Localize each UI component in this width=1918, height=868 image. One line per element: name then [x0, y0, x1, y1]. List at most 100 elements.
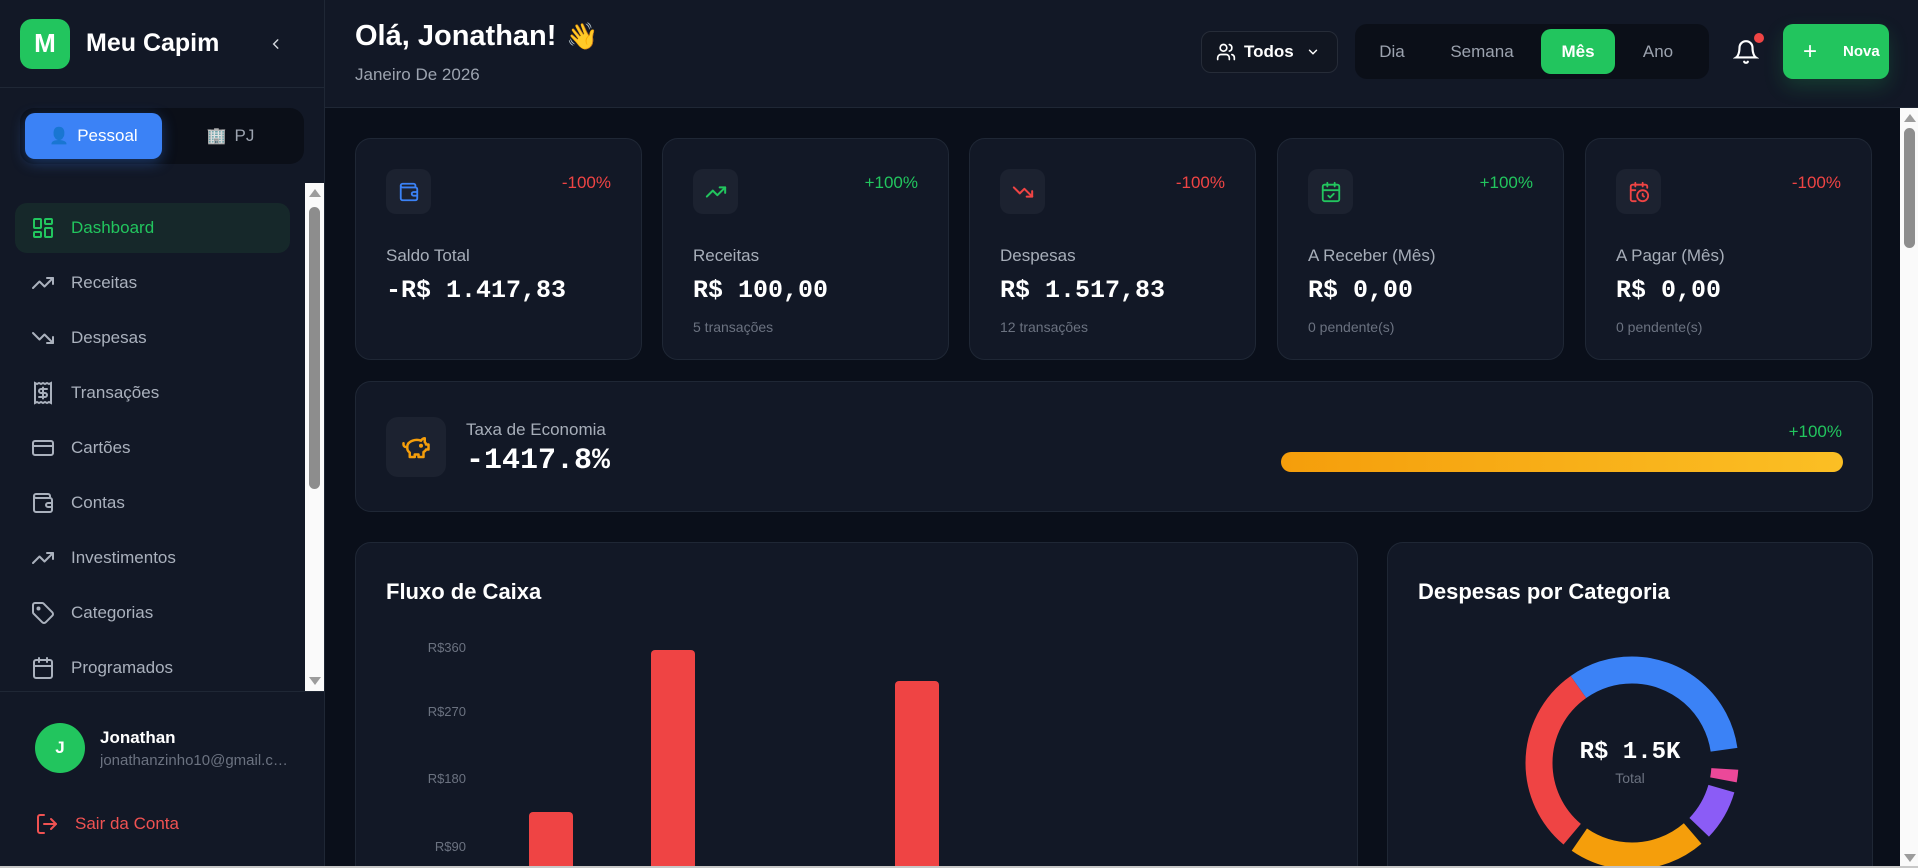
wallet-icon [33, 493, 53, 513]
stat-label: Despesas [1000, 246, 1076, 265]
sidebar-item-cartoes[interactable]: Cartões [15, 423, 290, 473]
stat-value: -R$ 1.417,83 [386, 276, 567, 305]
category-title: Despesas por Categoria [1418, 579, 1670, 604]
tag-icon [32, 602, 54, 624]
period-tab-ano[interactable]: Ano [1642, 41, 1674, 61]
sidebar-item-receitas[interactable]: Receitas [15, 258, 290, 308]
period-tab-semana[interactable]: Semana [1450, 41, 1514, 61]
sidebar-item-despesas[interactable]: Despesas [15, 313, 290, 363]
new-transaction-button[interactable]: + Nova [1783, 24, 1889, 79]
stat-icon-box [1308, 169, 1353, 214]
stat-label: A Pagar (Mês) [1616, 246, 1725, 265]
profile-option-label: Pessoal [77, 126, 138, 145]
sidebar-item-categorias[interactable]: Categorias [15, 588, 290, 638]
stat-icon-box [386, 169, 431, 214]
users-icon [1216, 43, 1236, 61]
stat-value: R$ 1.517,83 [1000, 276, 1166, 305]
stat-delta: -100% [561, 173, 611, 192]
savings-value: -1417.8% [466, 444, 611, 478]
cashflow-title: Fluxo de Caixa [386, 579, 542, 604]
avatar[interactable]: J [35, 723, 85, 773]
collapse-sidebar-button[interactable] [264, 32, 288, 56]
notification-badge [1754, 33, 1764, 43]
cashflow-bar[interactable] [651, 650, 695, 868]
sidebar-item-contas[interactable]: Contas [15, 478, 290, 528]
sidebar-item-transacoes[interactable]: Transações [15, 368, 290, 418]
sidebar-item-label: Programados [71, 658, 174, 677]
sidebar-nav: Dashboard Receitas Despesas Transações C… [15, 203, 290, 691]
stat-card-a-receber[interactable]: +100% A Receber (Mês) R$ 0,00 0 pendente… [1277, 138, 1564, 360]
top-header: Olá, Jonathan! 👋 Janeiro De 2026 Todos Di… [325, 0, 1918, 108]
logout-icon [37, 814, 57, 834]
sidebar-item-label: Contas [71, 493, 125, 512]
stat-card-a-pagar[interactable]: -100% A Pagar (Mês) R$ 0,00 0 pendente(s… [1585, 138, 1872, 360]
y-tick: R$270 [427, 704, 466, 719]
donut-slice-red[interactable] [1525, 656, 1739, 868]
waving-hand-icon: 👋 [566, 21, 599, 51]
sidebar-item-programados[interactable]: Programados [15, 643, 290, 691]
building-icon: 🏢 [206, 128, 227, 145]
sidebar-item-investimentos[interactable]: Investimentos [15, 533, 290, 583]
trending-up-icon [705, 185, 726, 198]
scroll-up-arrow-icon[interactable] [309, 189, 321, 197]
scroll-down-arrow-icon[interactable] [309, 677, 321, 685]
sidebar-item-dashboard[interactable]: Dashboard [15, 203, 290, 253]
stat-card-despesas[interactable]: -100% Despesas R$ 1.517,83 12 transações [969, 138, 1256, 360]
logout-button[interactable]: Sair da Conta [35, 812, 179, 836]
cashflow-bar[interactable] [529, 812, 573, 868]
stat-label: A Receber (Mês) [1308, 246, 1436, 265]
period-tab-mes[interactable]: Mês [1541, 29, 1615, 74]
y-tick: R$90 [434, 839, 466, 854]
window-bottom-edge [0, 866, 1918, 868]
sidebar-scrollbar-thumb[interactable] [309, 207, 320, 489]
cashflow-bar[interactable] [895, 681, 939, 868]
wallet-icon [399, 182, 418, 201]
savings-progress-bar [1281, 452, 1843, 472]
sidebar-item-label: Transações [71, 383, 160, 402]
donut-slice-blue[interactable] [1525, 656, 1739, 868]
stat-card-receitas[interactable]: +100% Receitas R$ 100,00 5 transações [662, 138, 949, 360]
donut-total-label: Total [1615, 770, 1645, 786]
people-filter-dropdown[interactable]: Todos [1201, 31, 1338, 73]
profile-option-pj[interactable]: 🏢 PJ [162, 113, 299, 159]
calendar-clock-icon [1629, 181, 1649, 202]
trending-down-icon [32, 332, 54, 344]
notification-bell-icon[interactable] [1733, 38, 1759, 66]
stat-icon-box [693, 169, 738, 214]
main-scrollbar-thumb[interactable] [1904, 128, 1915, 248]
logout-label: Sair da Conta [75, 814, 179, 833]
category-donut-chart[interactable] [1524, 655, 1740, 868]
calendar-icon [33, 657, 53, 679]
sidebar-item-label: Despesas [71, 328, 147, 347]
sidebar-item-label: Investimentos [71, 548, 176, 567]
plus-icon: + [1803, 37, 1818, 65]
user-block: J Jonathan jonathanzinho10@gmail.com Sai… [0, 691, 325, 868]
user-email: jonathanzinho10@gmail.com [100, 752, 290, 769]
stat-card-saldo-total[interactable]: -100% Saldo Total -R$ 1.417,83 [355, 138, 642, 360]
scroll-down-arrow-icon[interactable] [1904, 854, 1916, 862]
greeting-text: Olá, Jonathan! [355, 20, 557, 52]
sidebar-item-label: Dashboard [71, 218, 155, 237]
sidebar-item-label: Categorias [71, 603, 154, 622]
profile-option-pessoal[interactable]: 👤 Pessoal [25, 113, 162, 159]
donut-slice-orange[interactable] [1525, 656, 1739, 868]
trending-up-icon [32, 552, 54, 564]
new-button-label: Nova [1843, 43, 1880, 60]
stat-delta: +100% [1479, 173, 1533, 192]
credit-card-icon [32, 440, 54, 456]
sidebar-item-label: Receitas [71, 273, 138, 292]
savings-icon-box [386, 417, 446, 477]
stat-icon-box [1000, 169, 1045, 214]
user-name: Jonathan [100, 728, 176, 747]
person-icon: 👤 [49, 128, 70, 145]
period-tab-dia[interactable]: Dia [1379, 41, 1405, 61]
sidebar-scrollbar[interactable] [305, 183, 324, 691]
donut-center: R$ 1.5K Total [1388, 739, 1872, 786]
filter-label: Todos [1244, 42, 1294, 61]
main-scrollbar[interactable] [1900, 108, 1918, 868]
brand: M Meu Capim [0, 0, 324, 88]
trending-up-icon [32, 277, 54, 289]
stat-value: R$ 0,00 [1308, 276, 1414, 305]
scroll-up-arrow-icon[interactable] [1904, 114, 1916, 122]
